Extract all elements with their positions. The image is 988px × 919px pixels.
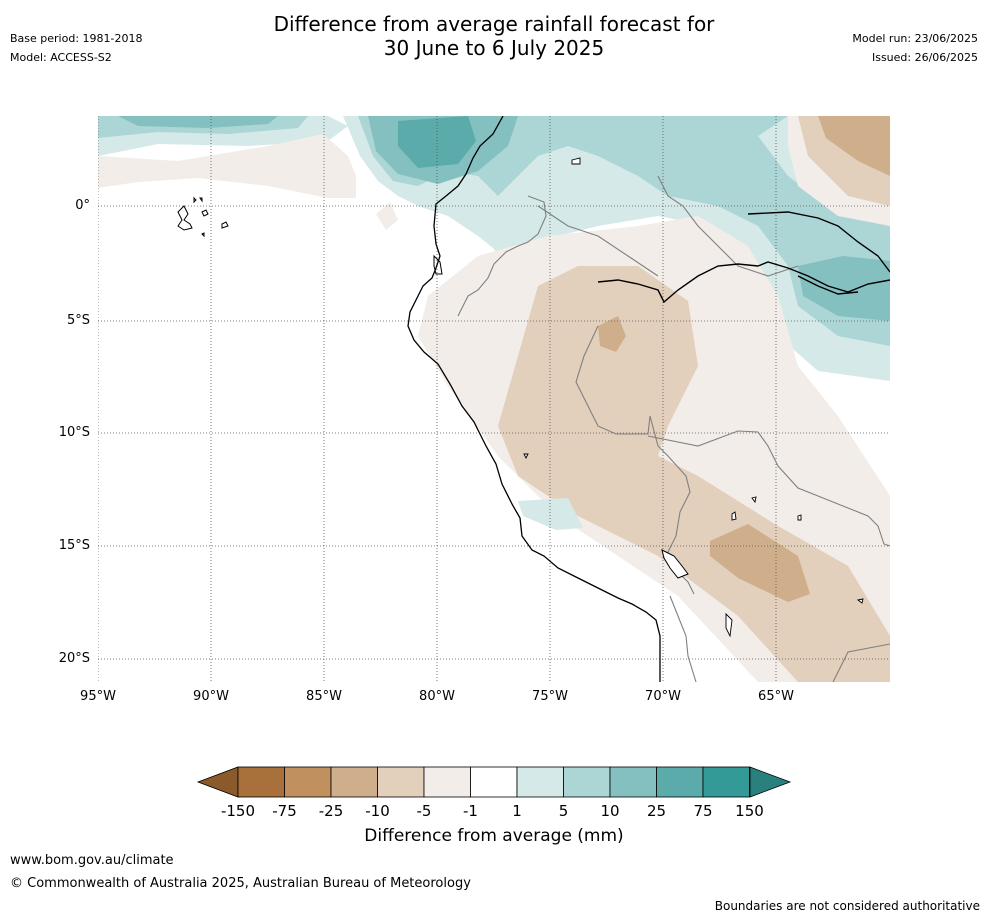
colorbar-tick-label: -150 bbox=[220, 802, 256, 820]
coastline bbox=[407, 116, 661, 682]
colorbar-segment bbox=[284, 766, 332, 798]
lon-label-70w: 70°W bbox=[645, 689, 681, 704]
footer-note: Boundaries are not considered authoritat… bbox=[714, 899, 980, 913]
colorbar-tick-label: -5 bbox=[416, 802, 432, 820]
contour-central-dry-10 bbox=[710, 524, 810, 602]
footer-url[interactable]: www.bom.gov.au/climate bbox=[10, 853, 174, 868]
colorbar-segment bbox=[702, 766, 750, 798]
lon-label-90w: 90°W bbox=[193, 689, 229, 704]
colorbar-segment bbox=[377, 766, 425, 798]
colorbar bbox=[196, 766, 792, 798]
colorbar-tick-label: 1 bbox=[512, 802, 522, 820]
colorbar-segment bbox=[423, 766, 471, 798]
colorbar-tick-label: -10 bbox=[365, 802, 390, 820]
title-line-2: 30 June to 6 July 2025 bbox=[383, 36, 605, 60]
rivers bbox=[597, 211, 890, 304]
rainfall-map[interactable] bbox=[98, 116, 890, 682]
colorbar-segment bbox=[516, 766, 564, 798]
model-name: Model: ACCESS-S2 bbox=[10, 51, 112, 64]
colorbar-segment bbox=[656, 766, 704, 798]
lat-label-15s: 15°S bbox=[58, 538, 90, 553]
colorbar-segment bbox=[237, 766, 285, 798]
colorbar-high-extend bbox=[749, 766, 792, 798]
lat-label-0: 0° bbox=[75, 198, 90, 213]
colorbar-segment bbox=[470, 766, 518, 798]
contour-coastal-wet bbox=[518, 498, 583, 530]
lon-label-65w: 65°W bbox=[758, 689, 794, 704]
colorbar-label: Difference from average (mm) bbox=[364, 826, 624, 846]
contour-ocean-dry-2 bbox=[376, 202, 398, 230]
lon-label-85w: 85°W bbox=[306, 689, 342, 704]
colorbar-tick-label: 75 bbox=[693, 802, 713, 820]
footer-copyright: © Commonwealth of Australia 2025, Austra… bbox=[10, 876, 471, 891]
small-lakes bbox=[523, 157, 864, 638]
contour-north-wet-25 bbox=[398, 116, 476, 168]
colorbar-tick-label: 150 bbox=[735, 802, 764, 820]
lake-titicaca bbox=[661, 549, 689, 579]
colorbar-segment bbox=[609, 766, 657, 798]
map-title: Difference from average rainfall forecas… bbox=[0, 12, 988, 60]
colorbar-tick-label: -1 bbox=[463, 802, 478, 820]
contour-ne-dry-10 bbox=[818, 116, 890, 176]
coastline-gulf bbox=[433, 254, 443, 275]
meta-right: Model run: 23/06/2025 Issued: 26/06/2025 bbox=[852, 32, 978, 65]
lon-label-75w: 75°W bbox=[532, 689, 568, 704]
colorbar-ticks: -150 -75 -25 -10 -5 -1 1 5 10 25 75 150 bbox=[196, 802, 794, 822]
colorbar-tick-label: 25 bbox=[646, 802, 667, 820]
contour-ocean-dry bbox=[98, 134, 356, 198]
contour-east-wet-10 bbox=[798, 256, 890, 321]
lat-label-5s: 5°S bbox=[66, 313, 90, 328]
contour-north-wet-5 bbox=[358, 116, 890, 346]
colorbar-tick-label: -25 bbox=[318, 802, 344, 820]
galapagos-islands bbox=[177, 196, 229, 238]
colorbar-segments bbox=[237, 766, 750, 798]
lat-label-10s: 10°S bbox=[58, 425, 90, 440]
lat-label-20s: 20°S bbox=[58, 651, 90, 666]
issued-date: Issued: 26/06/2025 bbox=[871, 51, 978, 64]
colorbar-tick-label: 5 bbox=[558, 802, 569, 820]
graticule bbox=[98, 116, 890, 682]
colorbar-low-extend bbox=[196, 766, 239, 798]
colorbar-tick-label: -75 bbox=[272, 802, 297, 820]
lon-label-95w: 95°W bbox=[80, 689, 116, 704]
colorbar-segment bbox=[330, 766, 378, 798]
meta-left: Base period: 1981-2018 Model: ACCESS-S2 bbox=[10, 32, 142, 65]
base-period: Base period: 1981-2018 bbox=[10, 32, 143, 45]
contour-central-dry-10b bbox=[598, 316, 626, 352]
colorbar-tick-label: 10 bbox=[600, 802, 620, 820]
lon-label-80w: 80°W bbox=[419, 689, 455, 704]
contour-nw-ocean-10 bbox=[118, 116, 278, 128]
colorbar-segment bbox=[563, 766, 611, 798]
model-run: Model run: 23/06/2025 bbox=[852, 32, 978, 45]
title-line-1: Difference from average rainfall forecas… bbox=[273, 12, 715, 36]
